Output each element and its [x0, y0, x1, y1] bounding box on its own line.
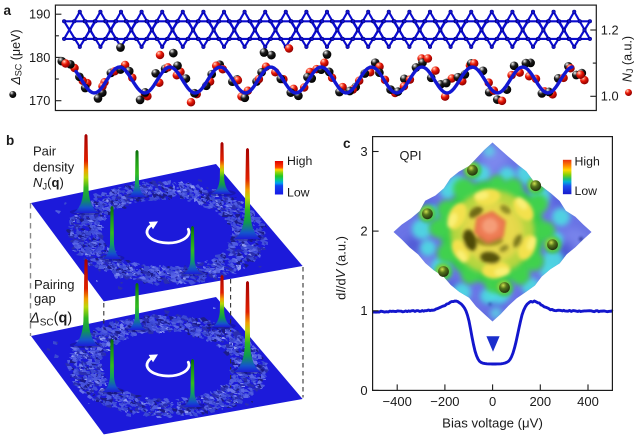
- svg-text:ΔSC (μeV): ΔSC (μeV): [9, 29, 24, 85]
- svg-text:Low: Low: [287, 186, 310, 200]
- svg-text:a: a: [4, 3, 12, 18]
- svg-text:b: b: [6, 133, 14, 148]
- svg-text:gap: gap: [34, 291, 56, 306]
- svg-text:180: 180: [29, 50, 50, 65]
- svg-text:QPI: QPI: [400, 148, 422, 163]
- svg-text:Pair: Pair: [33, 144, 57, 159]
- svg-text:density: density: [33, 160, 75, 175]
- svg-text:NJ(q): NJ(q): [33, 175, 64, 193]
- svg-text:−400: −400: [383, 394, 412, 409]
- svg-text:Pairing: Pairing: [34, 277, 74, 292]
- svg-text:1.2: 1.2: [601, 22, 619, 37]
- svg-text:190: 190: [29, 7, 50, 22]
- svg-text:0: 0: [360, 383, 367, 398]
- svg-text:400: 400: [577, 394, 599, 409]
- svg-text:High: High: [287, 154, 312, 168]
- svg-text:2: 2: [360, 224, 367, 239]
- svg-text:Bias voltage (μV): Bias voltage (μV): [442, 415, 543, 430]
- svg-text:−200: −200: [430, 394, 459, 409]
- svg-text:c: c: [343, 136, 351, 151]
- svg-text:High: High: [575, 155, 600, 169]
- svg-text:3: 3: [360, 144, 367, 159]
- svg-text:dI/dV (a.u.): dI/dV (a.u.): [333, 236, 348, 300]
- svg-text:Low: Low: [575, 184, 598, 198]
- svg-text:0: 0: [489, 394, 496, 409]
- svg-text:1.0: 1.0: [601, 89, 619, 104]
- svg-text:170: 170: [29, 93, 50, 108]
- svg-text:1: 1: [360, 303, 367, 318]
- svg-text:ΔSC(q): ΔSC(q): [29, 311, 72, 329]
- svg-text:NJ (a.u.): NJ (a.u.): [621, 36, 636, 82]
- svg-text:200: 200: [529, 394, 551, 409]
